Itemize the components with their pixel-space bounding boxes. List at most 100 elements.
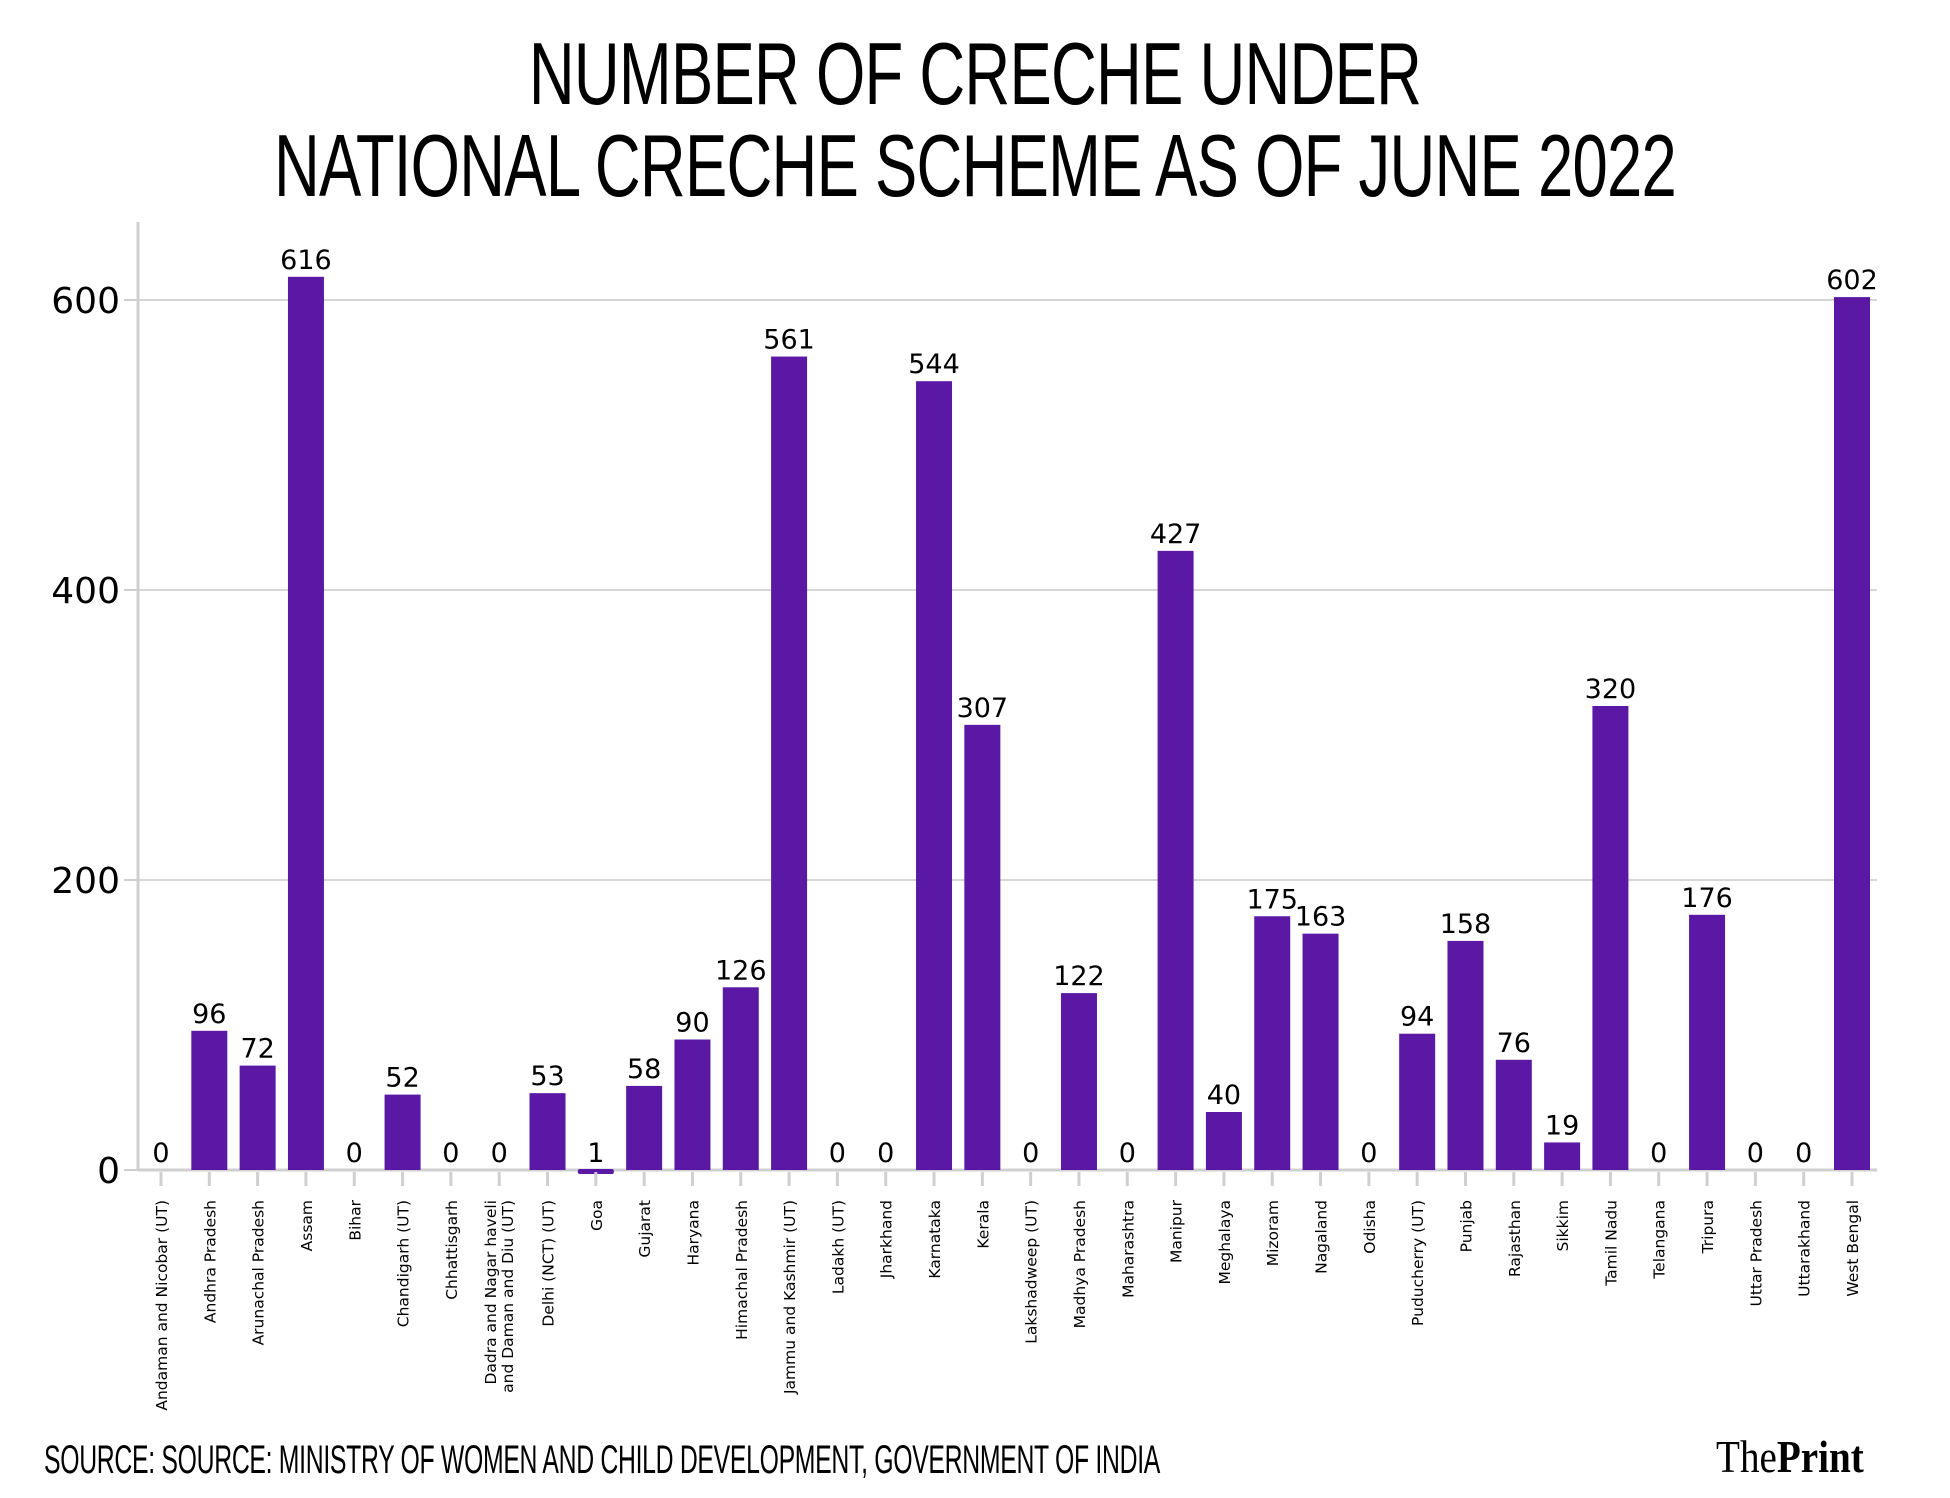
x-tick-label: Karnataka bbox=[926, 1200, 944, 1279]
data-label: 320 bbox=[1585, 674, 1637, 705]
x-tick-label-text: Andaman and Nicobar (UT) bbox=[153, 1200, 171, 1411]
data-label: 0 bbox=[877, 1138, 894, 1169]
x-tick-label-text: Maharashtra bbox=[1119, 1200, 1137, 1298]
x-tick-label-text: Haryana bbox=[684, 1200, 702, 1266]
x-tick-label-text: Arunachal Pradesh bbox=[250, 1200, 268, 1345]
x-tick-label-text: Sikkim bbox=[1554, 1200, 1572, 1252]
bar bbox=[191, 1030, 228, 1170]
x-tick-label-text: Chhattisgarh bbox=[443, 1200, 461, 1300]
bar bbox=[239, 1065, 276, 1170]
x-tick-label: Tamil Nadu bbox=[1602, 1200, 1620, 1287]
x-tick-label-text: Tamil Nadu bbox=[1602, 1200, 1620, 1287]
data-label: 58 bbox=[627, 1054, 661, 1085]
y-tick-label: 400 bbox=[51, 571, 120, 612]
bar bbox=[1592, 706, 1629, 1170]
data-label: 0 bbox=[1650, 1138, 1667, 1169]
x-tick-label: Nagaland bbox=[1313, 1200, 1331, 1274]
data-label: 158 bbox=[1440, 909, 1492, 940]
x-tick-label: Himachal Pradesh bbox=[733, 1200, 751, 1340]
x-tick-label-text: Madhya Pradesh bbox=[1071, 1200, 1089, 1328]
x-tick-label-text: Dadra and Nagar haveli bbox=[482, 1200, 500, 1385]
chart-title-line-2: National Creche Scheme as of June 2022 bbox=[273, 116, 1677, 215]
x-tick-label: Goa bbox=[588, 1200, 606, 1231]
x-tick-label-text: Gujarat bbox=[636, 1200, 654, 1258]
x-tick-label: Delhi (NCT) (UT) bbox=[540, 1200, 558, 1327]
x-tick-label: West Bengal bbox=[1844, 1200, 1862, 1297]
data-label: 544 bbox=[908, 349, 960, 380]
x-tick-label-text: and Daman and Diu (UT) bbox=[499, 1200, 517, 1393]
x-tick-label-text: Nagaland bbox=[1313, 1200, 1331, 1274]
x-tick-label-text: Uttar Pradesh bbox=[1747, 1200, 1765, 1307]
x-tick-label: Lakshadweep (UT) bbox=[1023, 1200, 1041, 1344]
x-tick-label-text: Chandigarh (UT) bbox=[395, 1200, 413, 1327]
x-tick-label-text: Karnataka bbox=[926, 1200, 944, 1279]
x-tick-label: Telangana bbox=[1651, 1200, 1669, 1280]
x-tick-label-text: Puducherry (UT) bbox=[1409, 1200, 1427, 1326]
x-axis-labels: Andaman and Nicobar (UT) Andhra Pradesh Ar… bbox=[153, 1199, 1862, 1410]
x-tick-label: Manipur bbox=[1168, 1199, 1186, 1263]
data-label: 19 bbox=[1545, 1110, 1579, 1141]
data-label: 94 bbox=[1400, 1002, 1434, 1033]
chart-title: Number of Creche under National Creche S… bbox=[273, 28, 1677, 212]
x-tick-label: Andhra Pradesh bbox=[201, 1200, 219, 1323]
bar bbox=[771, 356, 808, 1170]
data-label: 0 bbox=[829, 1138, 846, 1169]
x-tick-label: Andaman and Nicobar (UT) bbox=[153, 1200, 171, 1411]
bar bbox=[1544, 1142, 1581, 1170]
chart-title-line-1: Number of Creche under bbox=[528, 24, 1422, 123]
x-tick-label: Arunachal Pradesh bbox=[250, 1200, 268, 1345]
x-tick-label-text: Mizoram bbox=[1264, 1200, 1282, 1266]
data-label: 122 bbox=[1053, 961, 1105, 992]
y-tick-label: 200 bbox=[51, 861, 120, 902]
x-tick-label: Uttarakhand bbox=[1796, 1200, 1814, 1297]
data-label: 0 bbox=[1360, 1138, 1377, 1169]
x-tick-label-text: Kerala bbox=[974, 1200, 992, 1249]
bar bbox=[1060, 993, 1097, 1170]
data-label: 0 bbox=[1119, 1138, 1136, 1169]
x-tick-label-text: Rajasthan bbox=[1506, 1200, 1524, 1277]
bars bbox=[191, 276, 1870, 1174]
x-tick-label: Haryana bbox=[684, 1200, 702, 1266]
x-tick-label: Rajasthan bbox=[1506, 1200, 1524, 1277]
x-tick-label: Jammu and Kashmir (UT) bbox=[781, 1200, 799, 1395]
data-label: 176 bbox=[1681, 883, 1733, 914]
logo-print: Print bbox=[1777, 1431, 1864, 1482]
bar bbox=[722, 987, 759, 1170]
data-label: 96 bbox=[192, 999, 226, 1030]
bar bbox=[287, 276, 324, 1170]
data-label: 616 bbox=[280, 245, 332, 276]
x-tick-label-text: Uttarakhand bbox=[1796, 1200, 1814, 1297]
x-tick-label-text: Telangana bbox=[1651, 1200, 1669, 1280]
x-tick-label-text: Meghalaya bbox=[1216, 1200, 1234, 1285]
x-tick-label: Uttar Pradesh bbox=[1747, 1200, 1765, 1307]
data-label: 0 bbox=[152, 1138, 169, 1169]
data-label: 0 bbox=[1795, 1138, 1812, 1169]
x-tick-label: Jharkhand bbox=[878, 1200, 896, 1279]
data-label: 307 bbox=[957, 693, 1009, 724]
x-tick-label-text: Manipur bbox=[1168, 1199, 1186, 1263]
data-label: 561 bbox=[763, 325, 815, 356]
x-tick-label-text: Tripura bbox=[1699, 1200, 1717, 1254]
bar bbox=[1399, 1033, 1436, 1170]
data-label: 1 bbox=[587, 1138, 604, 1169]
data-label: 40 bbox=[1207, 1080, 1241, 1111]
x-tick-label: Gujarat bbox=[636, 1200, 654, 1258]
x-tick-label-text: Delhi (NCT) (UT) bbox=[540, 1200, 558, 1327]
x-tick-label-text: Assam bbox=[298, 1200, 316, 1251]
bar bbox=[626, 1085, 663, 1170]
data-label: 175 bbox=[1246, 884, 1298, 915]
data-label: 0 bbox=[1747, 1138, 1764, 1169]
x-tick-label-text: Jammu and Kashmir (UT) bbox=[781, 1200, 799, 1395]
source-note: Source: Source: Ministry of Women and Ch… bbox=[44, 1438, 1161, 1482]
data-label: 72 bbox=[240, 1034, 274, 1065]
bar bbox=[1302, 933, 1339, 1170]
x-tick-label-text: Bihar bbox=[346, 1199, 364, 1240]
bar bbox=[964, 724, 1001, 1170]
bar bbox=[1447, 940, 1484, 1170]
y-tick-label: 600 bbox=[51, 281, 120, 322]
bar bbox=[1254, 916, 1291, 1170]
x-tick-label: Chhattisgarh bbox=[443, 1200, 461, 1300]
x-tick-label-text: Goa bbox=[588, 1200, 606, 1231]
